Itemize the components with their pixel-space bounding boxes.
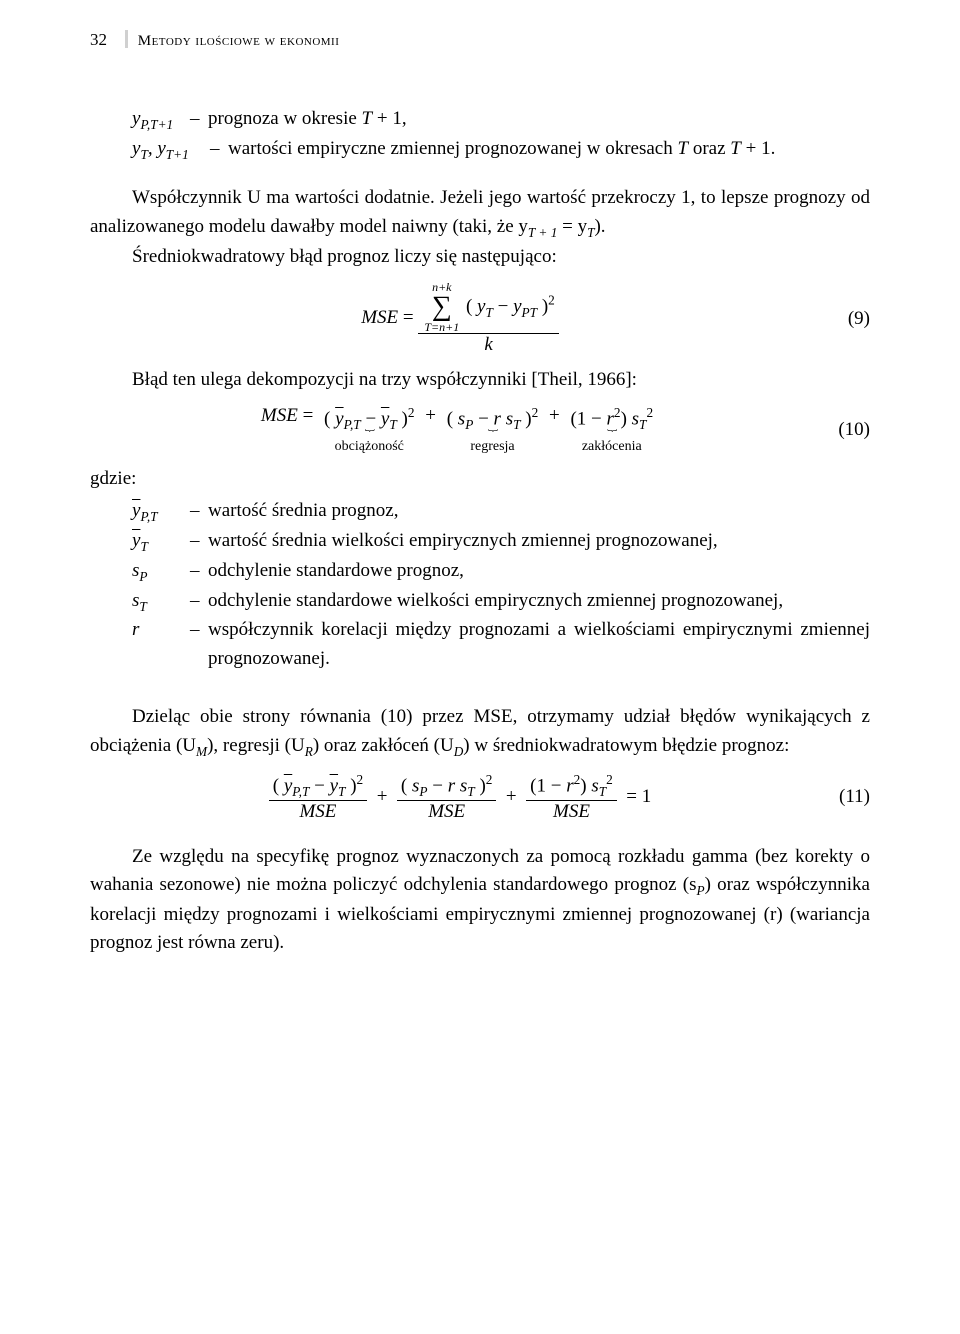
fraction: ( sP − r sT )2 MSE [397,772,497,823]
def-text: współczynnik korelacji między prognozami… [208,616,870,673]
paragraph: Średniokwadratowy błąd prognoz liczy się… [90,243,870,272]
term-2: ( sP − r sT )2 ︸ regresja [447,405,539,455]
def-row: sT – odchylenie standardowe wielkości em… [132,587,870,617]
text: Współczynnik U ma wartości dodatnie. Jeż… [90,187,870,237]
equation-body: MSE = ( yP,T − yT )2 ︸ obciążoność + ( s… [90,405,830,455]
equation-number: (10) [830,419,870,441]
paragraph: Współczynnik U ma wartości dodatnie. Jeż… [90,184,870,242]
subscript: M [196,744,207,759]
text: = y [557,216,587,237]
term-label: regresja [447,439,539,455]
def-dash: – [190,527,208,557]
equation-number: (11) [830,786,870,808]
fraction: ( yP,T − yT )2 MSE [269,772,367,823]
eq-rhs: = 1 [626,785,651,806]
term-3: (1 − r2) sT2 ︸ zakłócenia [570,405,653,455]
def-dash: – [190,557,208,587]
def-dash: – [210,135,228,165]
section-title-wrap: Metody ilościowe w ekonomii [125,30,339,50]
numerator: n+k ∑ T=n+1 ( yT − yPT )2 [418,281,558,334]
def-row: yT – wartość średnia wielkości empiryczn… [132,527,870,557]
page-number: 32 [90,30,107,50]
def-text: odchylenie standardowe wielkości empiryc… [208,587,870,617]
def-row: sP – odchylenie standardowe prognoz, [132,557,870,587]
def-row: yP,T+1 – prognoza w okresie T + 1, [132,105,870,135]
where-label: gdzie: [90,465,870,494]
definitions-block-2: yP,T – wartość średnia prognoz, yT – war… [132,497,870,673]
def-symbol: sT [132,587,190,617]
eq-lhs: MSE [261,405,298,426]
def-row: yP,T – wartość średnia prognoz, [132,497,870,527]
def-text: wartość średnia wielkości empirycznych z… [208,527,870,557]
text: ) w średniokwadratowym błędzie prognoz: [463,735,789,756]
def-symbol: yP,T [132,497,190,527]
sum-lower: T=n+1 [424,321,459,333]
def-text: odchylenie standardowe prognoz, [208,557,870,587]
equation-body: MSE = n+k ∑ T=n+1 ( yT − yPT )2 k [90,281,830,356]
text: ), regresji (U [207,735,305,756]
def-dash: – [190,497,208,527]
def-dash: – [190,587,208,617]
def-dash: – [190,616,208,673]
fraction: n+k ∑ T=n+1 ( yT − yPT )2 k [418,281,558,356]
equation-number: (9) [830,308,870,330]
section-title: Metody ilościowe w ekonomii [138,33,340,49]
subscript: R [305,744,313,759]
subscript: P [697,883,705,898]
def-dash: – [190,105,208,135]
sigma: ∑ [424,293,459,321]
def-symbol: sP [132,557,190,587]
def-symbol: yT, yT+1 [132,135,210,165]
paragraph: Ze względu na specyfikę prognoz wyznaczo… [90,843,870,958]
def-symbol: yT [132,527,190,557]
header-bar [125,30,128,48]
page-header: 32 Metody ilościowe w ekonomii [90,30,870,50]
subscript: D [454,744,464,759]
eq-equals: = [403,307,418,328]
sum-symbol: n+k ∑ T=n+1 [424,281,459,333]
sum-body: ( yT − yPT )2 [466,296,555,317]
def-text: wartości empiryczne zmiennej prognozowan… [228,135,870,165]
term-label: obciążoność [324,439,414,455]
def-text: wartość średnia prognoz, [208,497,870,527]
equation-body: ( yP,T − yT )2 MSE + ( sP − r sT )2 MSE … [90,772,830,823]
text: ). [594,216,605,237]
equation-11: ( yP,T − yT )2 MSE + ( sP − r sT )2 MSE … [90,772,870,823]
def-symbol: yP,T+1 [132,105,190,135]
equation-10: MSE = ( yP,T − yT )2 ︸ obciążoność + ( s… [90,405,870,455]
subscript: T + 1 [528,225,557,240]
def-symbol: r [132,616,190,673]
def-row: yT, yT+1 – wartości empiryczne zmiennej … [132,135,870,165]
equation-9: MSE = n+k ∑ T=n+1 ( yT − yPT )2 k (9) [90,281,870,356]
page: 32 Metody ilościowe w ekonomii yP,T+1 – … [0,0,960,1334]
eq-lhs: MSE [361,307,398,328]
paragraph: Błąd ten ulega dekompozycji na trzy wspó… [90,366,870,395]
fraction: (1 − r2) sT2 MSE [526,772,617,823]
text: ) oraz zakłóceń (U [313,735,454,756]
term-label: zakłócenia [570,439,653,455]
term-1: ( yP,T − yT )2 ︸ obciążoność [324,405,414,455]
def-text: prognoza w okresie T + 1, [208,105,870,135]
denominator: k [418,334,558,356]
def-row: r – współczynnik korelacji między progno… [132,616,870,673]
paragraph: Dzieląc obie strony równania (10) przez … [90,703,870,761]
definitions-block-1: yP,T+1 – prognoza w okresie T + 1, yT, y… [132,105,870,164]
